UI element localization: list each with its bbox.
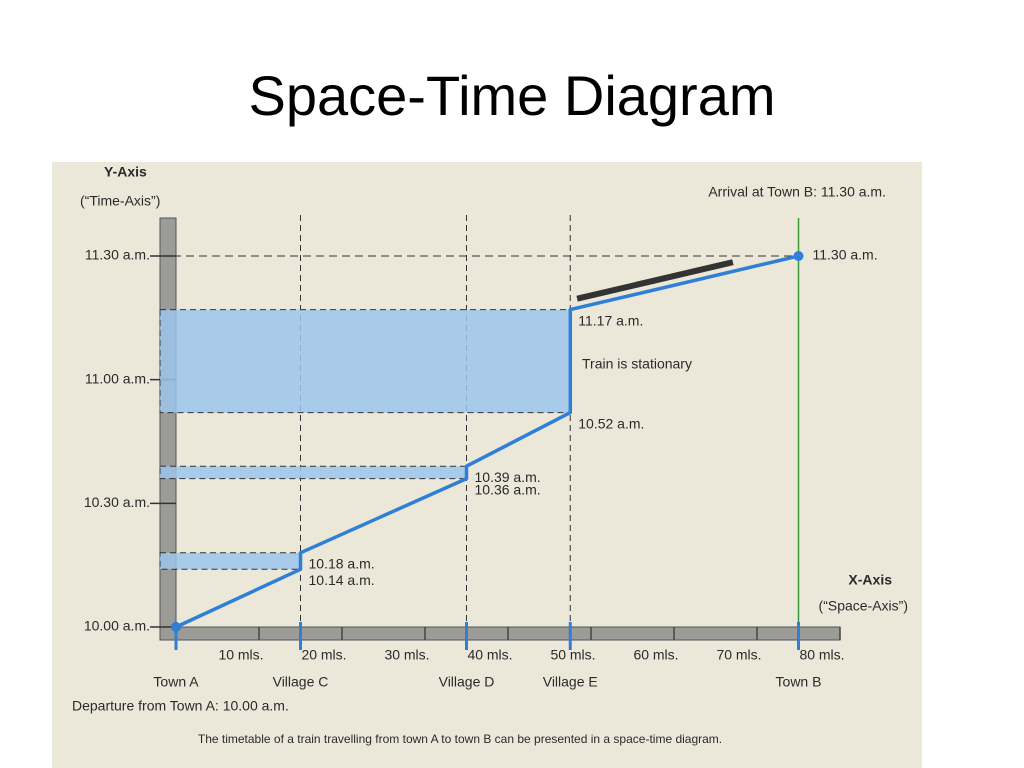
y-tick-label: 10.00 a.m. (84, 618, 150, 634)
time-label: 10.52 a.m. (578, 415, 644, 431)
time-label: 10.36 a.m. (475, 481, 541, 497)
slide-title: Space-Time Diagram (249, 64, 776, 127)
train-path (175, 254, 799, 629)
time-label: 10.39 a.m. (475, 469, 541, 485)
y-axis-bar (159, 217, 177, 641)
x-tick-label: 70 mls. (716, 647, 761, 663)
place-label: Village E (543, 674, 598, 690)
x-tick-label: 30 mls. (384, 647, 429, 663)
stationary-band (159, 465, 467, 480)
stationary-band (159, 309, 571, 414)
stationary-band (159, 552, 301, 570)
time-label: 10.18 a.m. (309, 556, 375, 572)
endpoint (793, 251, 804, 261)
train-icon (576, 259, 734, 302)
y-axis-sublabel: (“Time-Axis”) (80, 193, 160, 209)
y-tick-label: 11.30 a.m. (85, 247, 150, 263)
time-label: 10.14 a.m. (309, 572, 375, 588)
x-tick-label: 10 mls. (218, 647, 263, 663)
diagram-background (52, 162, 922, 768)
caption: The timetable of a train travelling from… (198, 732, 722, 746)
place-label: Village D (439, 674, 495, 690)
x-axis-bar (159, 626, 841, 641)
place-label: Village C (273, 674, 329, 690)
x-tick-label: 50 mls. (550, 647, 595, 663)
y-tick-label: 11.00 a.m. (85, 370, 150, 386)
x-tick-label: 40 mls. (467, 647, 512, 663)
arrival-note: Arrival at Town B: 11.30 a.m. (708, 184, 886, 200)
place-label: Town A (153, 674, 199, 690)
endpoint (171, 622, 181, 632)
time-label: 11.30 a.m. (813, 247, 878, 263)
x-axis-label: X-Axis (848, 572, 892, 588)
y-axis-label: Y-Axis (104, 164, 147, 180)
place-label: Town B (776, 674, 822, 690)
x-tick-label: 80 mls. (799, 647, 844, 663)
x-tick-label: 60 mls. (633, 647, 678, 663)
x-axis-sublabel: (“Space-Axis”) (819, 598, 908, 614)
stationary-note: Train is stationary (582, 356, 692, 372)
x-tick-label: 20 mls. (301, 647, 346, 663)
departure-note: Departure from Town A: 10.00 a.m. (72, 698, 289, 714)
time-label: 11.17 a.m. (578, 312, 643, 328)
y-tick-label: 10.30 a.m. (84, 494, 150, 510)
